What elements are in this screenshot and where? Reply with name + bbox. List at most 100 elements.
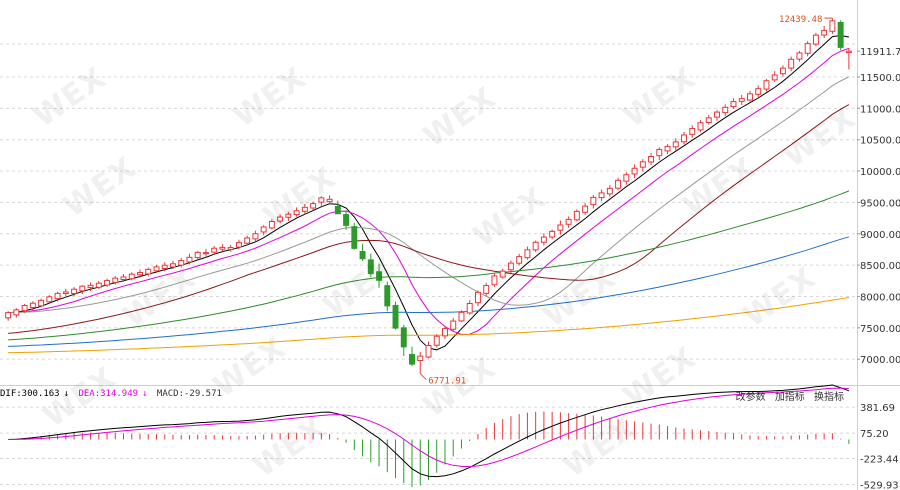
dif-label: DIF:300.163 (0, 389, 60, 399)
candle-body (697, 122, 704, 131)
y-tick-label: 7000.00 (860, 355, 900, 366)
candle-body (46, 296, 53, 303)
candle-body (359, 250, 366, 260)
candle-body (62, 291, 69, 294)
candle-body (400, 327, 407, 348)
candle-body (491, 275, 498, 286)
y-tick-label: 9500.00 (860, 198, 900, 209)
candle-body (301, 206, 308, 212)
candle-body (235, 242, 242, 248)
candle-body (293, 210, 300, 216)
candle-body (161, 264, 168, 269)
candle-body (442, 328, 448, 337)
candle-body (268, 220, 275, 229)
candle-body (466, 302, 473, 314)
candle-body (474, 291, 481, 304)
candle-body (104, 280, 111, 286)
candle-body (631, 167, 638, 175)
candle-body (763, 80, 770, 90)
y-tick-label: 10000.00 (860, 167, 900, 178)
candle-body (590, 196, 597, 206)
candle-body (433, 335, 440, 346)
candle-body (557, 224, 564, 231)
macd-label: MACD:-29.571 (156, 389, 222, 399)
candle-body (714, 111, 720, 118)
candle-body (598, 192, 605, 199)
switch-indicator-button[interactable]: 换指标 (814, 392, 844, 403)
candle-body (483, 285, 490, 294)
candle-body (285, 213, 292, 218)
candle-body (87, 284, 94, 289)
candle-body (409, 354, 415, 365)
candle-body (112, 277, 119, 283)
candle-body (738, 98, 745, 102)
candle-body (648, 156, 655, 163)
candle-body (194, 251, 201, 259)
candle-body (705, 117, 712, 124)
ma-line-10 (8, 47, 850, 336)
candle-body (812, 34, 819, 45)
candle-body (343, 214, 350, 226)
candle-body (499, 270, 506, 278)
macd-y-tick-label: 381.69 (860, 403, 895, 414)
dif-line (8, 384, 850, 478)
candle-body (656, 148, 663, 157)
candle-body (804, 43, 811, 54)
candle-body (145, 268, 152, 275)
edit-params-button[interactable]: 改参数 (735, 392, 766, 403)
indicator-toolbar: 改参数 加指标 换指标 (730, 388, 844, 403)
candle-body (524, 249, 531, 259)
candle-body (516, 256, 523, 264)
candle-body (95, 282, 102, 288)
candle-body (606, 187, 613, 195)
candle-body (219, 246, 226, 250)
candle-body (13, 309, 20, 316)
candle-body (376, 271, 383, 281)
candle-body (771, 74, 778, 81)
add-indicator-button[interactable]: 加指标 (774, 392, 805, 403)
candle-body (392, 304, 399, 329)
candle-body (120, 276, 127, 280)
y-tick-label: 9000.00 (860, 230, 900, 241)
candle-body (664, 145, 671, 152)
candle-body (845, 50, 852, 54)
candle-body (623, 174, 630, 182)
candle-body (21, 305, 28, 312)
candle-body (310, 203, 317, 209)
macd-y-tick-label: -223.44 (860, 454, 899, 465)
y-tick-label: 8000.00 (860, 292, 900, 303)
candle-body (582, 205, 589, 213)
candle-body (755, 88, 762, 95)
candle-body (532, 241, 539, 251)
ma-line-120 (8, 236, 850, 347)
candle-body (351, 226, 358, 249)
candle-body (450, 320, 457, 330)
candles-group (5, 18, 852, 374)
macd-indicator-labels: DIF:300.163 ↓ DEA:314.949 ↓ MACD:-29.571 (0, 389, 222, 399)
candle-body (54, 292, 61, 300)
candle-body (153, 266, 160, 272)
candle-body (425, 345, 432, 358)
candle-body (796, 52, 803, 60)
candle-body (252, 233, 259, 240)
candle-body (277, 216, 284, 222)
candle-body (788, 58, 795, 69)
y-tick-label: 10500.00 (860, 136, 900, 147)
candle-body (681, 134, 687, 143)
candle-body (689, 127, 696, 135)
candle-body (79, 285, 86, 292)
candle-body (722, 106, 729, 114)
candle-body (384, 285, 391, 307)
candle-body (746, 93, 753, 101)
macd-y-tick-label: 75.20 (860, 429, 889, 440)
candle-body (29, 302, 36, 309)
candle-body (5, 312, 12, 319)
candle-body (202, 252, 209, 255)
candle-body (615, 179, 622, 189)
candle-body (573, 210, 580, 221)
candle-body (186, 256, 193, 263)
candle-body (779, 67, 786, 75)
high-price-label: 12439.48 (779, 15, 822, 25)
candle-body (837, 21, 844, 48)
